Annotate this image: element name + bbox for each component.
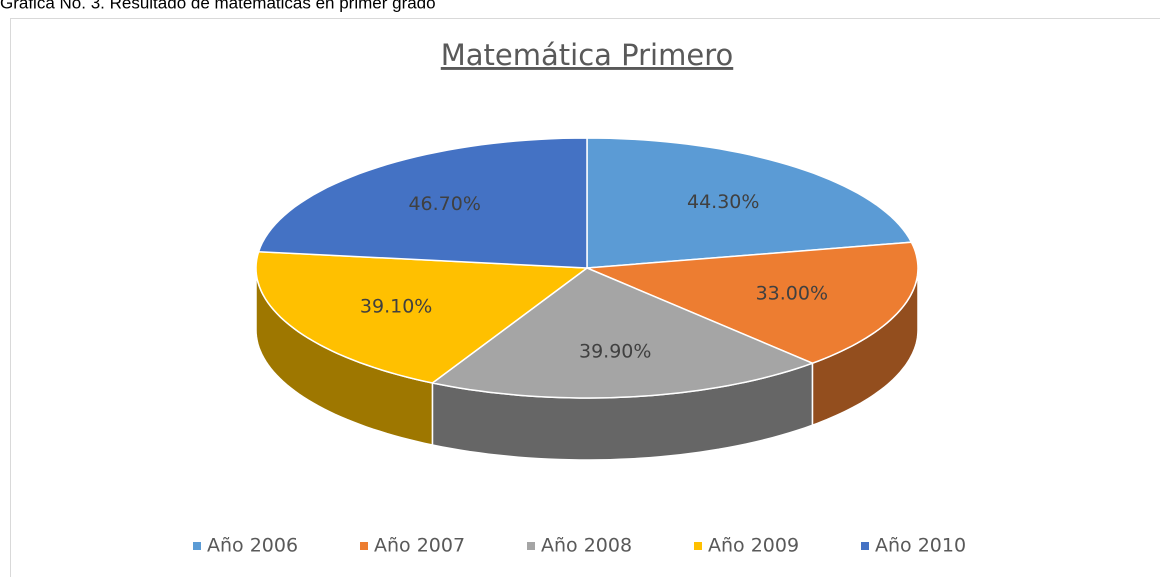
- legend-label: Año 2007: [374, 535, 465, 557]
- legend-label: Año 2010: [875, 535, 966, 557]
- caption: Gráfica No. 3. Resultado de matemáticas …: [0, 0, 436, 12]
- legend-swatch: [694, 542, 702, 550]
- legend-swatch: [193, 542, 201, 550]
- slice: [586, 241, 919, 365]
- legend-label: Año 2006: [207, 535, 298, 557]
- legend-swatch: [360, 542, 368, 550]
- data-label: 33.00%: [756, 282, 828, 304]
- data-label: 39.10%: [360, 296, 432, 318]
- legend-swatch: [527, 542, 535, 550]
- chart-title: Matemática Primero: [441, 38, 733, 72]
- legend-label: Año 2008: [541, 535, 632, 557]
- data-label: 44.30%: [687, 191, 759, 213]
- slice: [430, 267, 815, 399]
- slice: [257, 137, 588, 269]
- slice: [255, 250, 590, 384]
- slice: [586, 137, 913, 269]
- data-label: 46.70%: [408, 193, 480, 215]
- data-label: 39.90%: [579, 340, 651, 362]
- legend-label: Año 2009: [708, 535, 799, 557]
- legend-swatch: [861, 542, 869, 550]
